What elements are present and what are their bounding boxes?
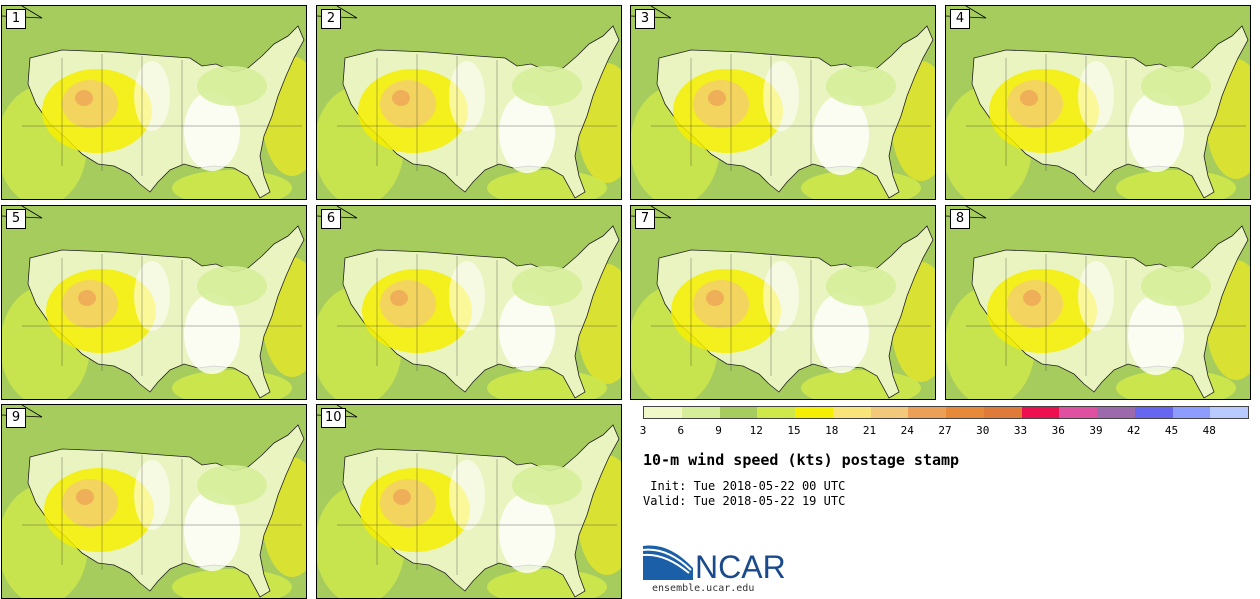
map-panel: 7: [630, 205, 936, 400]
colorbar-tick-label: 15: [787, 424, 801, 437]
colorbar-tick-label: 48: [1202, 424, 1216, 437]
svg-text:NCAR: NCAR: [695, 549, 786, 584]
colorbar-tick-label: 12: [749, 424, 763, 437]
colorbar-swatch: [832, 407, 871, 418]
map-panel: 10: [316, 404, 622, 599]
colorbar-tick-label: 42: [1127, 424, 1141, 437]
panel-number-label: 3: [635, 9, 655, 29]
colorbar-swatch: [1172, 407, 1211, 418]
map-panel: 2: [316, 5, 622, 200]
colorbar-swatch: [757, 407, 795, 418]
panel-number-label: 2: [321, 9, 341, 29]
colorbar-tick-label: 45: [1164, 424, 1179, 437]
colorbar-tick-label: 3: [639, 424, 647, 437]
colorbar-swatch: [908, 407, 946, 418]
ncar-logo: NCAR: [642, 540, 793, 585]
colorbar-tick-label: 21: [862, 424, 877, 437]
website-url: ensemble.ucar.edu: [652, 583, 755, 594]
colorbar-swatch: [946, 407, 984, 418]
colorbar-swatch: [1059, 407, 1097, 418]
panel-number-label: 4: [950, 9, 970, 29]
colorbar-tick-label: 39: [1089, 424, 1103, 437]
colorbar-swatch: [795, 407, 833, 418]
colorbar-tick-label: 9: [715, 424, 722, 437]
colorbar-swatch: [681, 407, 720, 418]
colorbar-tick-label: 24: [900, 424, 914, 437]
colorbar-swatch: [1021, 407, 1060, 418]
colorbar-tick-label: 27: [938, 424, 952, 437]
colorbar-swatch: [870, 407, 909, 418]
colorbar: [643, 406, 1249, 419]
map-panel: 3: [630, 5, 936, 200]
map-panel: 1: [1, 5, 307, 200]
map-panel: 5: [1, 205, 307, 400]
map-panel: 9: [1, 404, 307, 599]
colorbar-tick-label: 18: [825, 424, 839, 437]
colorbar-swatch: [1097, 407, 1135, 418]
panel-number-label: 9: [6, 408, 26, 428]
colorbar-tick-label: 36: [1051, 424, 1065, 437]
colorbar-tick-label: 6: [677, 424, 685, 437]
colorbar-tick-label: 30: [976, 424, 990, 437]
valid-time: Valid: Tue 2018-05-22 19 UTC: [643, 494, 846, 508]
colorbar-swatch: [1134, 407, 1173, 418]
panel-number-label: 8: [950, 209, 970, 229]
panel-number-label: 1: [6, 9, 26, 29]
colorbar-swatch: [1210, 407, 1248, 418]
colorbar-tick-label: 33: [1013, 424, 1028, 437]
colorbar-swatch: [644, 407, 682, 418]
map-panel: 8: [945, 205, 1251, 400]
panel-number-label: 7: [635, 209, 655, 229]
colorbar-swatch: [719, 407, 758, 418]
chart-title: 10-m wind speed (kts) postage stamp: [643, 451, 960, 469]
panel-number-label: 6: [321, 209, 341, 229]
colorbar-swatch: [983, 407, 1022, 418]
init-time: Init: Tue 2018-05-22 00 UTC: [643, 479, 846, 493]
colorbar-ticks: 3 6 9 12 15 18 21 24 27 30 33 36 39 42 45 48: [639, 424, 1247, 438]
map-panel: 6: [316, 205, 622, 400]
panel-number-label: 10: [321, 408, 346, 428]
map-panel: 4: [945, 5, 1251, 200]
panel-number-label: 5: [6, 209, 26, 229]
